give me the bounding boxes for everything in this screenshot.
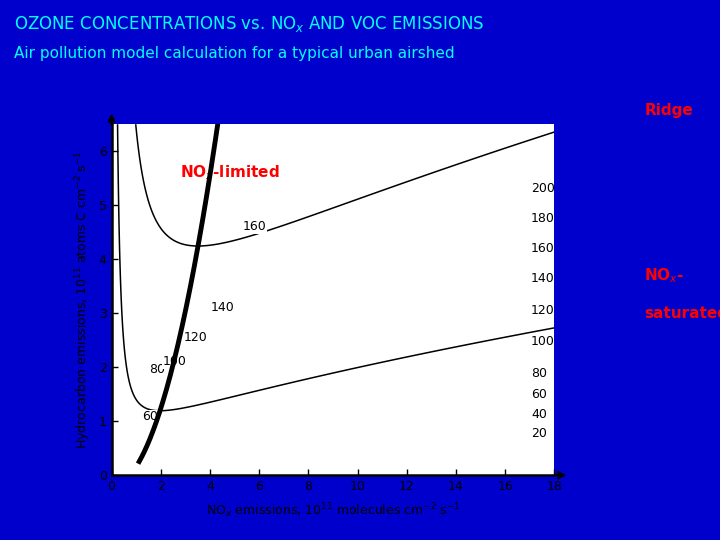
Y-axis label: Hydrocarbon emissions, 10$^{11}$ atoms C cm$^{-2}$ s$^{-1}$: Hydrocarbon emissions, 10$^{11}$ atoms C…: [73, 150, 93, 449]
Text: NO$_x$-: NO$_x$-: [644, 266, 685, 285]
Text: 100: 100: [531, 335, 555, 348]
Text: 200: 200: [531, 183, 555, 195]
Text: NO$_x$-limited: NO$_x$-limited: [181, 164, 280, 182]
Text: OZONE CONCENTRATIONS vs. NO$_x$ AND VOC EMISSIONS: OZONE CONCENTRATIONS vs. NO$_x$ AND VOC …: [14, 14, 485, 33]
Text: 100: 100: [163, 355, 186, 368]
Text: 160: 160: [531, 242, 555, 255]
Text: 80: 80: [531, 367, 547, 380]
Text: 40: 40: [531, 408, 547, 421]
Text: 140: 140: [531, 272, 555, 285]
Text: 60: 60: [142, 410, 158, 423]
Text: 140: 140: [210, 301, 234, 314]
Text: 160: 160: [243, 220, 266, 233]
Text: 20: 20: [531, 427, 547, 440]
Text: 120: 120: [531, 304, 555, 317]
Text: saturated: saturated: [644, 306, 720, 321]
Text: 60: 60: [531, 388, 547, 401]
Text: 120: 120: [184, 331, 207, 344]
Text: Air pollution model calculation for a typical urban airshed: Air pollution model calculation for a ty…: [14, 46, 455, 61]
X-axis label: NO$_x$ emissions, 10$^{11}$ molecules cm$^{-2}$ s$^{-1}$: NO$_x$ emissions, 10$^{11}$ molecules cm…: [206, 502, 460, 520]
Text: 80: 80: [149, 363, 165, 376]
Text: Ridge: Ridge: [644, 103, 693, 118]
Text: 180: 180: [531, 212, 555, 225]
